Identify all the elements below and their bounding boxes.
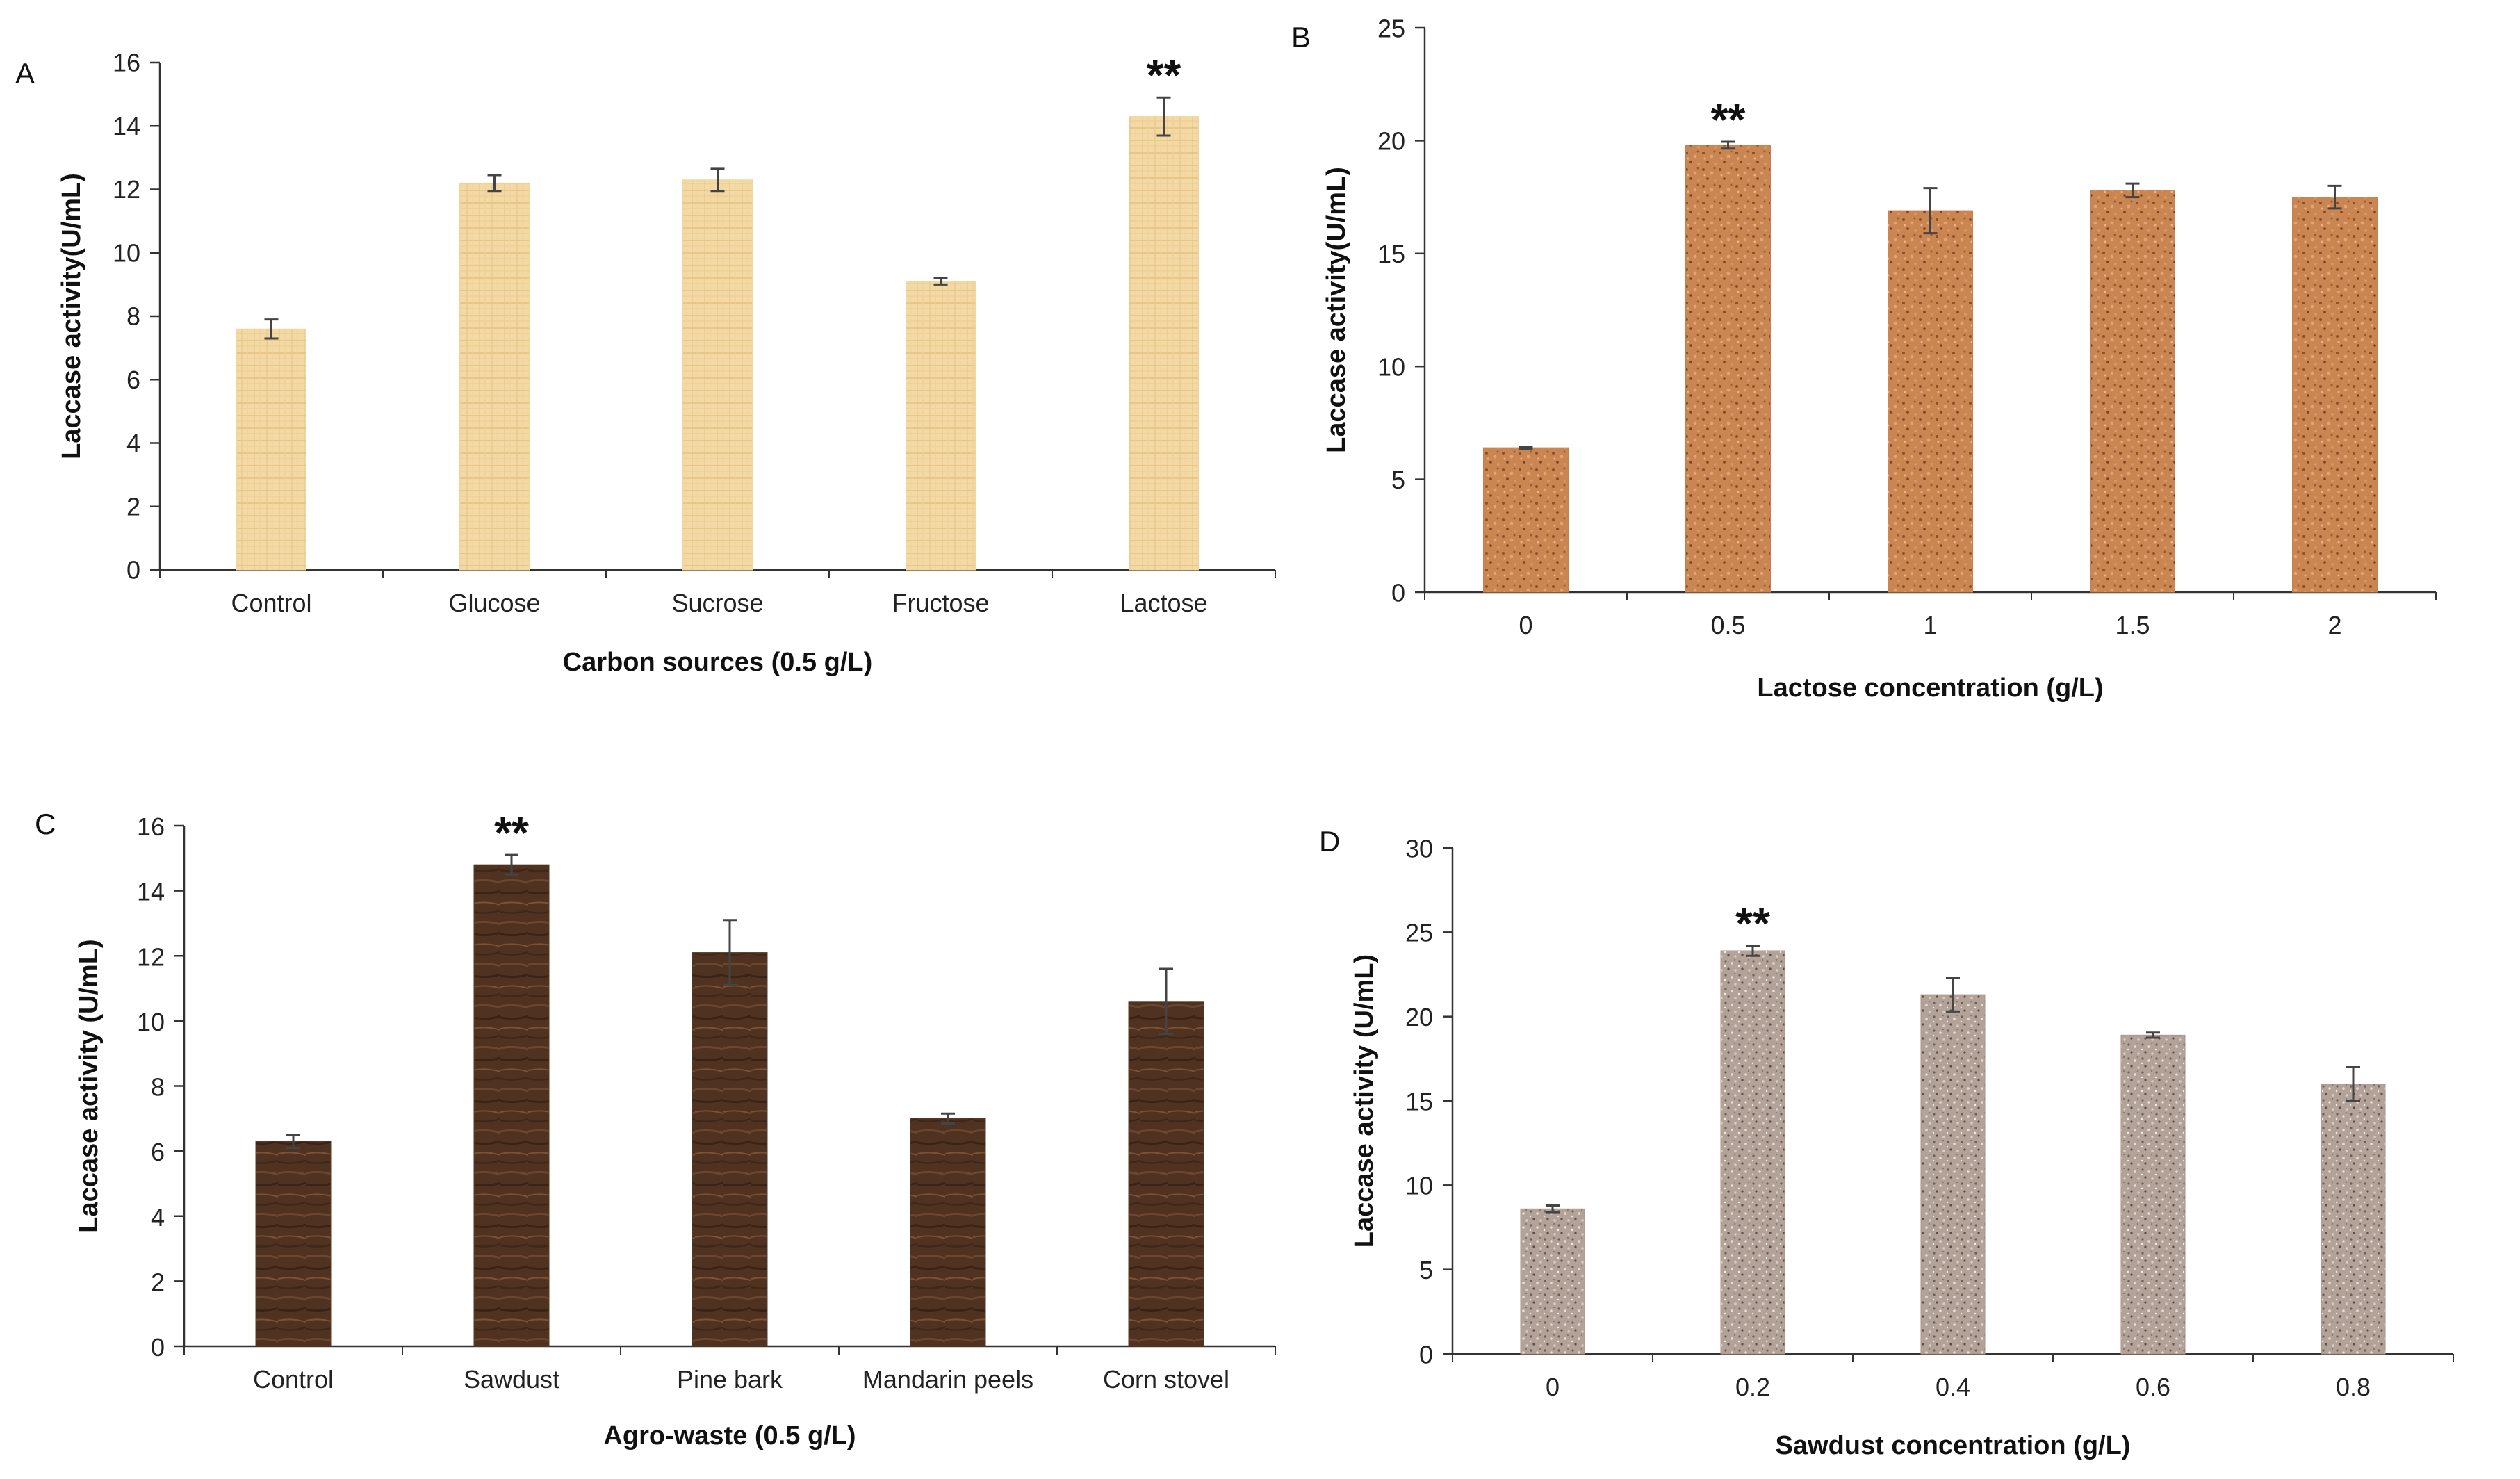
y-tick-label: 12 bbox=[113, 175, 140, 204]
panel-c: C 0 2 4 6 8 10 12 14 16 Control Sawdust ** Pine bark M… bbox=[35, 808, 1276, 1451]
y-tick-label: 14 bbox=[113, 112, 140, 140]
x-tick-label: Lactose bbox=[1120, 589, 1207, 617]
x-tick-label: Control bbox=[231, 589, 311, 617]
bar bbox=[236, 328, 306, 571]
bar bbox=[2292, 197, 2378, 593]
x-tick-label: 0.5 bbox=[1710, 611, 1745, 639]
bar bbox=[1520, 1208, 1585, 1355]
y-tick-label: 20 bbox=[1377, 127, 1405, 156]
y-tick-label: 5 bbox=[1391, 466, 1405, 494]
x-tick-label: Corn stovel bbox=[1103, 1365, 1229, 1394]
bar bbox=[255, 1141, 332, 1347]
y-tick-label: 10 bbox=[1405, 1172, 1433, 1200]
y-tick-label: 5 bbox=[1419, 1256, 1433, 1284]
y-axis-title: Laccase activity (U/mL) bbox=[1350, 954, 1379, 1248]
x-tick-label: 0.2 bbox=[1735, 1373, 1770, 1401]
y-tick-label: 6 bbox=[126, 366, 140, 394]
bar bbox=[1888, 210, 1973, 593]
significance-marker: ** bbox=[1711, 95, 1746, 145]
x-tick-label: Sucrose bbox=[671, 589, 763, 617]
x-tick-label: Fructose bbox=[892, 589, 989, 617]
y-tick-label: 0 bbox=[1419, 1340, 1433, 1368]
bar bbox=[1685, 145, 1771, 593]
x-axis-title: Sawdust concentration (g/L) bbox=[1776, 1431, 2131, 1460]
x-tick-label: 0 bbox=[1519, 611, 1532, 639]
bar bbox=[1483, 447, 1569, 593]
panel-label: A bbox=[15, 57, 35, 90]
y-tick-label: 0 bbox=[151, 1333, 165, 1362]
panel-d: D 0 5 10 15 20 25 30 0 0.2 ** 0.4 0.6 0.8 Sawdust conc… bbox=[1319, 825, 2454, 1460]
y-tick-label: 0 bbox=[126, 556, 140, 585]
bar bbox=[473, 864, 550, 1347]
y-tick-label: 30 bbox=[1405, 834, 1433, 863]
y-tick-label: 2 bbox=[126, 492, 140, 521]
bar bbox=[2321, 1084, 2386, 1355]
bar bbox=[1920, 994, 1986, 1355]
bar bbox=[910, 1118, 986, 1347]
y-tick-label: 20 bbox=[1405, 1003, 1433, 1031]
y-tick-label: 15 bbox=[1405, 1087, 1433, 1116]
panel-a: A 0 2 4 6 8 10 12 14 16 Control Glucose Sucrose Fruct… bbox=[15, 49, 1276, 677]
y-tick-label: 15 bbox=[1377, 240, 1405, 268]
bar bbox=[1720, 950, 1785, 1355]
y-axis-title: Laccase activity (U/mL) bbox=[74, 939, 104, 1232]
y-tick-label: 8 bbox=[151, 1073, 165, 1102]
y-tick-label: 12 bbox=[137, 942, 165, 971]
y-tick-label: 25 bbox=[1377, 14, 1405, 42]
y-tick-label: 10 bbox=[113, 238, 140, 267]
y-tick-label: 14 bbox=[137, 878, 165, 906]
x-tick-label: 0.6 bbox=[2136, 1373, 2170, 1401]
x-axis-title: Lactose concentration (g/L) bbox=[1757, 673, 2103, 703]
panel-label: D bbox=[1319, 825, 1340, 858]
significance-marker: ** bbox=[1735, 899, 1770, 949]
x-tick-label: 0.4 bbox=[1936, 1373, 1970, 1401]
y-axis-title: Laccase activity(U/mL) bbox=[57, 173, 86, 459]
x-axis-title: Carbon sources (0.5 g/L) bbox=[563, 648, 873, 677]
x-tick-label: 2 bbox=[2327, 611, 2341, 639]
y-tick-label: 25 bbox=[1405, 919, 1433, 947]
bar bbox=[2120, 1034, 2186, 1355]
x-axis-title: Agro-waste (0.5 g/L) bbox=[603, 1421, 856, 1451]
significance-marker: ** bbox=[1147, 50, 1181, 100]
y-tick-label: 6 bbox=[151, 1138, 165, 1166]
bar bbox=[1128, 1001, 1204, 1347]
y-tick-label: 10 bbox=[1377, 353, 1405, 382]
y-tick-label: 0 bbox=[1391, 578, 1405, 607]
panel-b: B 0 5 10 15 20 25 0 0.5 ** 1 1.5 2 Lactose concentrat… bbox=[1291, 14, 2437, 703]
y-tick-label: 2 bbox=[151, 1268, 165, 1296]
y-axis-title: Laccase activity(U/mL) bbox=[1322, 167, 1351, 453]
x-tick-label: Glucose bbox=[448, 589, 540, 617]
bar bbox=[2090, 190, 2175, 593]
x-tick-label: 1.5 bbox=[2115, 611, 2150, 639]
bar bbox=[682, 179, 753, 571]
y-tick-label: 8 bbox=[126, 302, 140, 331]
bar bbox=[459, 182, 530, 571]
x-tick-label: 1 bbox=[1923, 611, 1937, 639]
y-tick-label: 16 bbox=[137, 812, 165, 841]
bar bbox=[906, 281, 976, 571]
y-tick-label: 16 bbox=[113, 49, 140, 77]
bar bbox=[1129, 116, 1199, 571]
x-tick-label: Pine bark bbox=[677, 1365, 783, 1394]
x-tick-label: 0 bbox=[1546, 1373, 1560, 1401]
x-tick-label: Sawdust bbox=[464, 1365, 559, 1394]
y-tick-label: 4 bbox=[126, 429, 140, 457]
panel-label: B bbox=[1291, 21, 1311, 54]
x-tick-label: 0.8 bbox=[2336, 1373, 2371, 1401]
y-tick-label: 10 bbox=[137, 1008, 165, 1036]
x-tick-label: Mandarin peels bbox=[862, 1365, 1033, 1394]
panel-label: C bbox=[35, 808, 56, 840]
y-tick-label: 4 bbox=[151, 1203, 165, 1232]
significance-marker: ** bbox=[494, 808, 529, 858]
x-tick-label: Control bbox=[253, 1365, 334, 1394]
bar bbox=[692, 952, 768, 1347]
